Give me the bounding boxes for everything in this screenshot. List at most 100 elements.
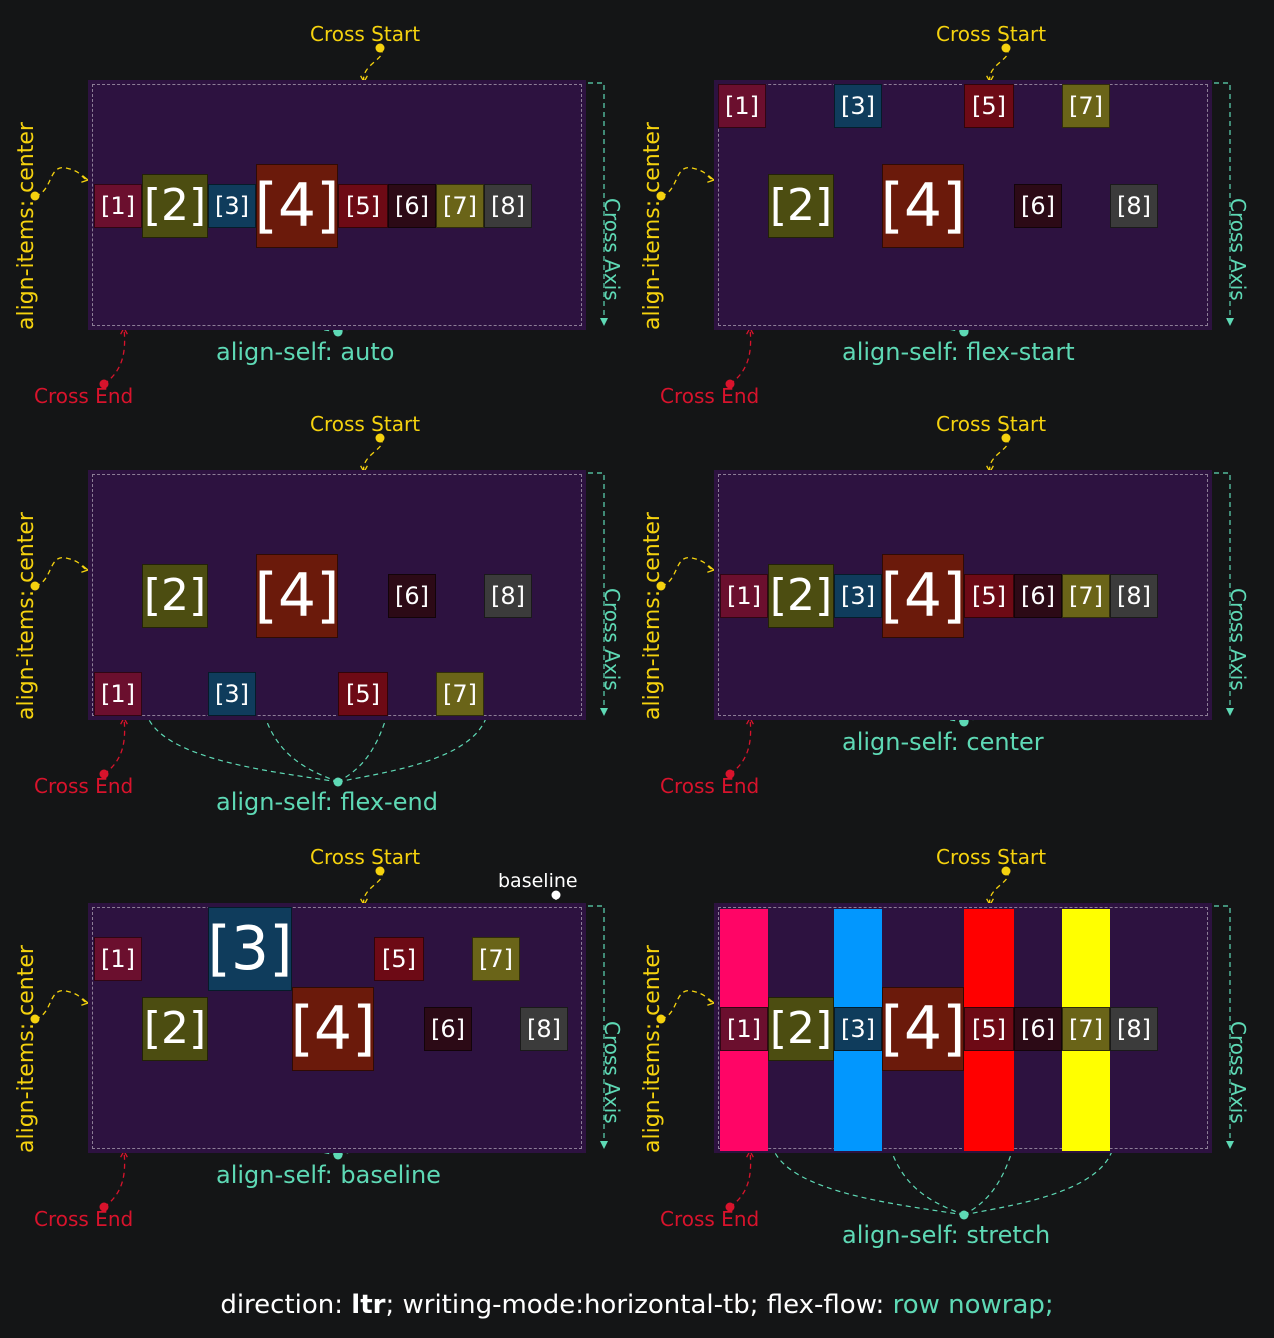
flex-item-label: [2] bbox=[143, 180, 207, 231]
flex-item-label: [3] bbox=[841, 1015, 875, 1043]
flex-item-6: [6] bbox=[1014, 574, 1062, 618]
container-border bbox=[92, 907, 582, 1149]
flex-item-label: [4] bbox=[254, 171, 340, 241]
align-items-label: align-items: center bbox=[14, 945, 39, 1153]
flex-item-8: [8] bbox=[1110, 1007, 1158, 1051]
flex-item-6: [6] bbox=[388, 184, 436, 228]
cross-axis-label: Cross Axis bbox=[1226, 198, 1250, 301]
cross-axis-label: Cross Axis bbox=[600, 198, 624, 301]
flex-item-label: [2] bbox=[769, 180, 833, 231]
align-items-label: align-items: center bbox=[640, 945, 665, 1153]
flex-item-label: [4] bbox=[880, 171, 966, 241]
flex-item-8: [8] bbox=[1110, 184, 1158, 228]
flex-container: [1] [2] [3] [4] [5] [6] [7] [8] bbox=[714, 903, 1212, 1153]
flex-item-1: [1] bbox=[94, 937, 142, 981]
flex-item-label: [3] bbox=[215, 680, 249, 708]
align-items-label: align-items: center bbox=[14, 122, 39, 330]
flex-item-4: [4] bbox=[880, 164, 966, 248]
footer-direction: ltr bbox=[351, 1290, 386, 1320]
flex-item-2: [2] bbox=[768, 564, 834, 628]
flex-item-8: [8] bbox=[520, 1007, 568, 1051]
flex-item-label: [7] bbox=[1069, 92, 1103, 120]
flex-item-label: [7] bbox=[1069, 582, 1103, 610]
flex-item-8: [8] bbox=[484, 184, 532, 228]
flex-item-4: [4] bbox=[254, 164, 340, 248]
flex-item-2: [2] bbox=[142, 174, 208, 238]
flex-container: [1] [2] [3] [4] [5] [6] [7] [8] bbox=[714, 470, 1212, 720]
flex-item-4: [4] bbox=[881, 987, 966, 1071]
flex-item-label: [2] bbox=[769, 570, 833, 621]
flex-item-label: [5] bbox=[972, 92, 1006, 120]
flex-item-label: [5] bbox=[972, 582, 1006, 610]
cross-start-label: Cross Start bbox=[310, 412, 421, 436]
flex-item-label: [1] bbox=[727, 1015, 761, 1043]
cross-axis-label: Cross Axis bbox=[600, 588, 624, 691]
flex-item-label: [4] bbox=[254, 561, 340, 631]
flex-item-label: [2] bbox=[143, 570, 207, 621]
cross-end-label: Cross End bbox=[34, 384, 134, 408]
flex-item-6: [6] bbox=[424, 1007, 472, 1051]
container-border bbox=[718, 474, 1208, 716]
flex-container: [1] [2] [3] [4] [5] [6] [7] [8] bbox=[88, 903, 586, 1153]
flex-item-7: [7] bbox=[436, 184, 484, 228]
flex-item-label: [6] bbox=[1021, 582, 1055, 610]
cross-start-label: Cross Start bbox=[310, 845, 421, 869]
align-items-label: align-items: center bbox=[640, 512, 665, 720]
flex-item-7: [7] bbox=[1062, 84, 1110, 128]
flex-item-label: [8] bbox=[491, 192, 525, 220]
cross-end-label: Cross End bbox=[660, 1207, 760, 1231]
flex-item-3: [3] bbox=[208, 672, 256, 716]
flex-item-6: [6] bbox=[388, 574, 436, 618]
footer-middle: ; writing-mode:horizontal-tb; flex-flow: bbox=[385, 1290, 893, 1320]
flex-item-label: [6] bbox=[1021, 1015, 1055, 1043]
footer-caption: direction: ltr; writing-mode:horizontal-… bbox=[0, 1290, 1274, 1320]
flex-item-6: [6] bbox=[1014, 1007, 1062, 1051]
flex-item-label: [2] bbox=[143, 1003, 207, 1054]
flex-item-label: [7] bbox=[443, 192, 477, 220]
flex-item-2: [2] bbox=[142, 564, 208, 628]
cross-end-label: Cross End bbox=[34, 774, 134, 798]
align-self-label: align-self: baseline bbox=[216, 1161, 441, 1189]
container-border bbox=[92, 474, 582, 716]
cross-end-label: Cross End bbox=[34, 1207, 134, 1231]
flex-item-label: [3] bbox=[207, 914, 293, 984]
flex-item-label: [6] bbox=[395, 582, 429, 610]
flex-item-6: [6] bbox=[1014, 184, 1062, 228]
flex-item-3: [3] bbox=[834, 1007, 882, 1051]
flex-item-1: [1] bbox=[94, 672, 142, 716]
flex-item-5: [5] bbox=[964, 84, 1014, 128]
flex-item-label: [1] bbox=[101, 680, 135, 708]
flex-item-label: [5] bbox=[346, 680, 380, 708]
flex-item-5: [5] bbox=[964, 574, 1014, 618]
flex-item-2: [2] bbox=[142, 997, 208, 1061]
flex-item-label: [7] bbox=[443, 680, 477, 708]
flex-item-2: [2] bbox=[768, 174, 834, 238]
flex-item-8: [8] bbox=[484, 574, 532, 618]
cross-axis-label: Cross Axis bbox=[1226, 1021, 1250, 1124]
flex-item-3: [3] bbox=[207, 907, 293, 991]
cross-end-label: Cross End bbox=[660, 774, 760, 798]
flex-item-label: [1] bbox=[725, 92, 759, 120]
flex-item-4: [4] bbox=[880, 554, 966, 638]
flex-item-label: [5] bbox=[346, 192, 380, 220]
flex-item-label: [7] bbox=[479, 945, 513, 973]
flex-item-label: [8] bbox=[1117, 582, 1151, 610]
cross-start-label: Cross Start bbox=[310, 22, 421, 46]
flex-item-label: [4] bbox=[880, 561, 966, 631]
cross-start-label: Cross Start bbox=[936, 845, 1047, 869]
container-border bbox=[92, 84, 582, 326]
flex-item-label: [6] bbox=[431, 1015, 465, 1043]
flex-item-label: [1] bbox=[101, 192, 135, 220]
flex-item-2: [2] bbox=[768, 997, 834, 1061]
flex-item-4: [4] bbox=[254, 554, 340, 638]
flex-item-label: [8] bbox=[1117, 192, 1151, 220]
flex-item-label: [1] bbox=[727, 582, 761, 610]
flex-item-4: [4] bbox=[291, 987, 376, 1071]
flex-item-label: [2] bbox=[769, 1003, 833, 1054]
flex-item-label: [8] bbox=[527, 1015, 561, 1043]
align-items-label: align-items: center bbox=[14, 512, 39, 720]
flex-item-1: [1] bbox=[720, 574, 768, 618]
align-self-label: align-self: flex-start bbox=[842, 338, 1075, 366]
cross-axis-label: Cross Axis bbox=[1226, 588, 1250, 691]
